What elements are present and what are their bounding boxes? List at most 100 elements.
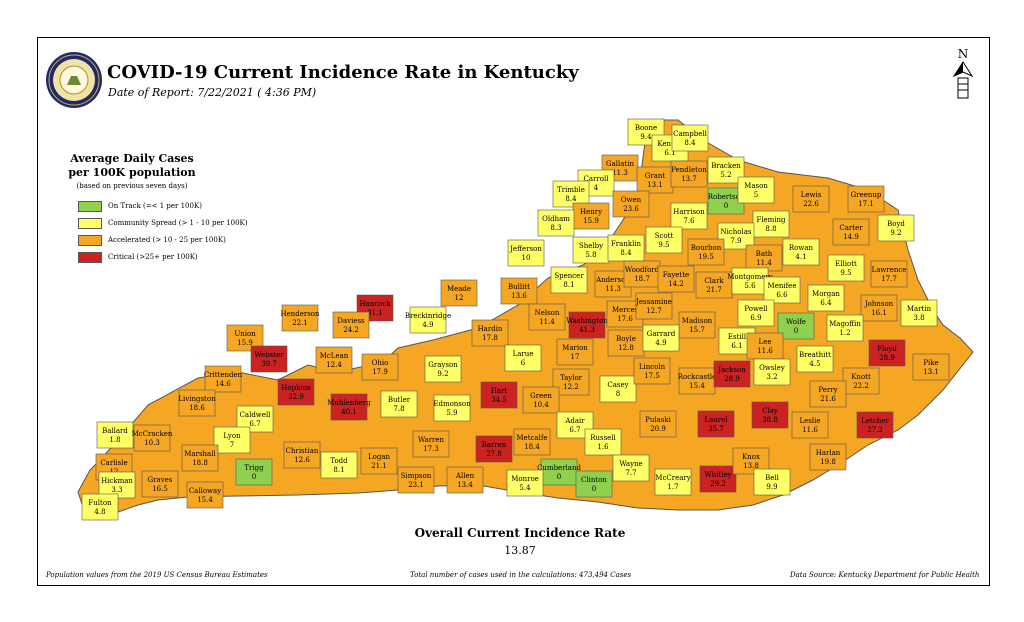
county-shape — [584, 428, 622, 456]
county-shape — [204, 365, 242, 393]
county-name-label: Morgan — [812, 290, 840, 298]
county-name-label: Jefferson — [509, 245, 542, 253]
county-name-label: Trigg — [244, 464, 264, 472]
county-rate-value: 8.8 — [765, 225, 776, 233]
county-rate-value: 7.8 — [393, 405, 404, 413]
county-shape — [635, 292, 673, 320]
county-rate-value: 32.9 — [288, 393, 304, 401]
county-rate-value: 7.9 — [730, 237, 741, 245]
county-shape — [599, 375, 637, 403]
county-rate-value: 18.6 — [189, 404, 205, 412]
county-rate-value: 15.9 — [237, 339, 253, 347]
county-rate-value: 6.1 — [664, 149, 675, 157]
county-rate-value: 13.1 — [923, 368, 939, 376]
county-rate-value: 1.2 — [839, 329, 850, 337]
county-shape — [281, 304, 319, 332]
county-rate-value: 9.2 — [437, 370, 448, 378]
county-shape — [433, 394, 471, 422]
county-shape — [81, 493, 119, 521]
county-rate-value: 17.6 — [617, 315, 633, 323]
county-name-label: Gallatin — [606, 160, 634, 168]
county-shape — [330, 393, 368, 421]
county-name-label: Livingston — [178, 395, 216, 403]
county-shape — [751, 401, 789, 429]
legend-swatch — [78, 217, 102, 229]
county-rate-value: 11.3 — [605, 285, 621, 293]
county-shape — [380, 390, 418, 418]
legend-swatch — [78, 234, 102, 246]
county-rate-value: 10 — [522, 254, 531, 262]
county-shape — [777, 312, 815, 340]
county-shape — [98, 471, 136, 499]
county-shape — [96, 421, 134, 449]
county-rate-value: 15.4 — [197, 496, 213, 504]
county-shape — [213, 426, 251, 454]
county-rate-value: 12.7 — [646, 307, 662, 315]
county-name-label: Henry — [580, 208, 602, 216]
county-name-label: Bourbon — [691, 244, 722, 252]
county-rate-value: 3.8 — [913, 314, 924, 322]
county-shape — [753, 468, 791, 496]
county-name-label: Oldham — [542, 215, 570, 223]
county-rate-value: 31.1 — [367, 309, 383, 317]
county-name-label: Rowan — [789, 244, 814, 252]
county-rate-value: 0 — [252, 473, 256, 481]
county-rate-value: 15.7 — [689, 326, 705, 334]
county-rate-value: 3.2 — [766, 373, 777, 381]
county-rate-value: 11.4 — [539, 318, 555, 326]
county-name-label: Adair — [564, 417, 585, 425]
county-rate-value: 0 — [557, 473, 561, 481]
county-name-label: Fayette — [663, 271, 689, 279]
county-shape — [607, 234, 645, 262]
county-rate-value: 6.4 — [820, 299, 832, 307]
county-shape — [500, 277, 538, 305]
county-shape — [540, 458, 578, 486]
county-name-label: Marshall — [184, 450, 216, 458]
legend-item-on-track: On Track (=< 1 per 100K) — [78, 200, 202, 212]
county-rate-value: 8.1 — [333, 466, 344, 474]
county-name-label: Breckinridge — [405, 312, 451, 320]
county-name-label: Madison — [682, 317, 713, 325]
overall-rate-value: 13.87 — [504, 544, 536, 557]
county-rate-value: 11.3 — [612, 169, 628, 177]
county-rate-value: 18.8 — [192, 459, 208, 467]
county-rate-value: 6 — [521, 359, 526, 367]
county-rate-value: 13.8 — [743, 462, 759, 470]
county-name-label: Carter — [839, 224, 863, 232]
county-shape — [623, 260, 661, 288]
county-rate-value: 13.4 — [457, 481, 473, 489]
county-shape — [522, 386, 560, 414]
county-rate-value: 13.6 — [511, 292, 527, 300]
county-shape — [397, 466, 435, 494]
county-name-label: Wayne — [619, 460, 642, 468]
county-shape — [826, 314, 864, 342]
county-rate-value: 8.3 — [550, 224, 561, 232]
county-shape — [504, 344, 542, 372]
county-name-label: Nelson — [535, 309, 560, 317]
county-shape — [670, 160, 708, 188]
county-shape — [900, 299, 938, 327]
county-name-label: Franklin — [611, 240, 642, 248]
county-name-label: Fleming — [756, 216, 786, 224]
